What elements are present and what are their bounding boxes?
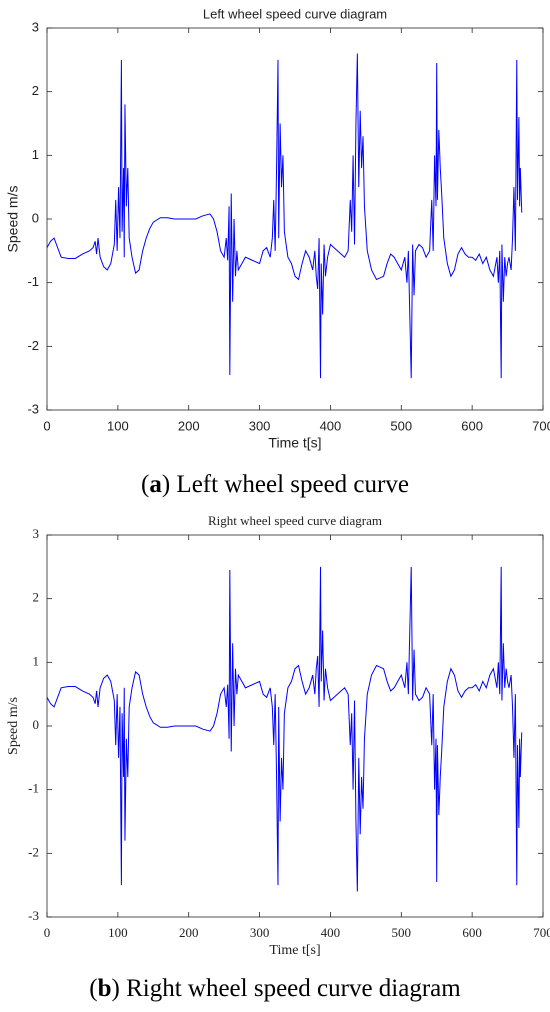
caption-part: ( — [89, 975, 97, 1002]
axes-box — [46, 27, 544, 411]
y-tick-label: 0 — [33, 717, 40, 732]
x-tick-label: 100 — [107, 418, 129, 433]
x-tick-label: 200 — [179, 925, 199, 940]
caption-part: a — [149, 471, 162, 498]
x-tick-label: 0 — [44, 925, 51, 940]
caption-part: ( — [141, 471, 149, 498]
caption: (b) Right wheel speed curve diagram — [89, 975, 461, 1002]
caption-part: ) Left wheel speed curve — [162, 471, 409, 498]
x-tick-label: 100 — [108, 925, 128, 940]
subplot: 0 100 200 300 400 500 600 700 -3 -2 -1 0 1 2 3 Right wh… — [6, 513, 550, 958]
y-tick-label: -2 — [27, 338, 39, 353]
y-tick-label: -3 — [28, 908, 39, 923]
x-tick-label: 700 — [532, 418, 550, 433]
x-tick-label: 400 — [320, 418, 342, 433]
x-tick-label: 500 — [392, 925, 412, 940]
x-tick-label: 400 — [321, 925, 341, 940]
x-tick-label: 700 — [533, 925, 550, 940]
y-tick-label: 3 — [32, 19, 39, 34]
chart-title: Right wheel speed curve diagram — [208, 513, 382, 528]
caption-part: b — [98, 975, 112, 1002]
y-tick-label: 2 — [33, 590, 40, 605]
data-line — [46, 566, 523, 892]
x-tick-label: 200 — [178, 418, 200, 433]
data-line — [46, 53, 523, 379]
y-axis-label: Speed m/s — [5, 186, 21, 253]
y-tick-label: 1 — [33, 653, 40, 668]
x-tick-label: 500 — [390, 418, 412, 433]
y-tick-label: 1 — [32, 147, 39, 162]
x-tick-label: 300 — [249, 418, 271, 433]
y-tick-label: 0 — [32, 210, 39, 225]
x-tick-label: 300 — [250, 925, 270, 940]
y-tick-label: -2 — [28, 844, 39, 859]
x-axis-label: Time t[s] — [269, 943, 320, 958]
y-tick-label: 2 — [32, 83, 39, 98]
axes-box — [46, 534, 544, 918]
caption-part: ) Right wheel speed curve diagram — [112, 975, 462, 1002]
x-tick-label: 600 — [462, 925, 482, 940]
y-tick-label: -1 — [27, 274, 39, 289]
subplot: 0 100 200 300 400 500 600 700 -3 -2 -1 0 1 2 3 Left whe… — [5, 6, 550, 450]
y-tick-label: -3 — [27, 401, 39, 416]
x-tick-label: 600 — [461, 418, 483, 433]
y-axis-label: Speed m/s — [6, 697, 21, 755]
x-tick-label: 0 — [43, 418, 50, 433]
chart-title: Left wheel speed curve diagram — [203, 6, 387, 21]
x-axis-label: Time t[s] — [268, 435, 321, 451]
y-tick-label: -1 — [28, 781, 39, 796]
caption: (a) Left wheel speed curve — [141, 471, 409, 498]
y-tick-label: 3 — [33, 526, 40, 541]
